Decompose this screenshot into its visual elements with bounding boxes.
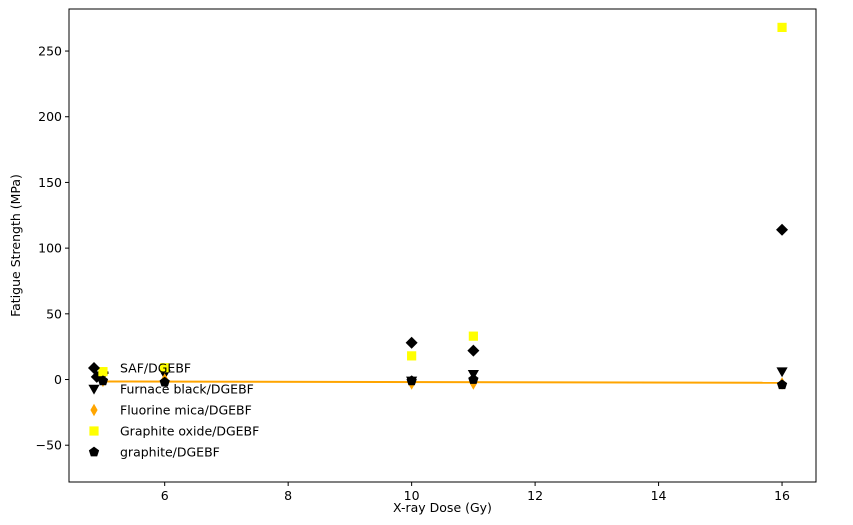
axes-frame [68,8,817,483]
y-tick-label: 150 [38,175,62,190]
x-tick-label: 8 [284,488,292,503]
axes: 6 8 10 12 14 16 −50 0 50 100 150 200 250 [36,8,817,503]
legend-label: graphite/DGEBF [120,445,220,460]
x-tick-label: 16 [774,488,790,503]
x-tick-label: 10 [404,488,420,503]
data-point [407,351,417,361]
fit-line [102,380,783,384]
data-point [405,336,418,349]
plot-area [90,22,789,390]
legend-marker [88,446,100,457]
legend-label: SAF/DGEBF [120,361,191,376]
data-point [97,375,109,386]
legend-label: Fluorine mica/DGEBF [120,403,252,418]
data-point [468,374,479,384]
series-4 [97,374,788,390]
x-tick-label: 6 [161,488,169,503]
data-point [467,344,480,357]
data-point [776,367,788,378]
y-tick-label: −50 [36,438,62,453]
x-tick-label: 14 [651,488,667,503]
data-point [776,379,788,390]
legend-label: Furnace black/DGEBF [120,382,254,397]
y-axis-label: Fatigue Strength (MPa) [8,174,23,317]
data-point [159,376,170,387]
legend-label: Graphite oxide/DGEBF [120,424,259,439]
legend-marker [90,403,98,417]
legend-marker [89,426,99,436]
data-point [406,375,417,386]
y-tick-label: 50 [46,306,62,321]
x-tick-label: 12 [527,488,543,503]
data-point [777,22,787,32]
legend-marker [88,362,100,374]
x-axis-label: X-ray Dose (Gy) [393,500,492,515]
series-3 [98,22,787,377]
y-tick-label: 200 [38,109,62,124]
y-tick-label: 250 [38,44,62,59]
y-tick-label: 0 [54,372,62,387]
series-0 [90,223,789,383]
data-point [98,367,108,377]
legend: SAF/DGEBF Furnace black/DGEBF Fluorine mic… [88,361,259,460]
y-tick-label: 100 [38,241,62,256]
data-point [160,363,170,373]
data-point [776,223,789,236]
data-point [468,331,478,341]
legend-marker [88,384,100,395]
